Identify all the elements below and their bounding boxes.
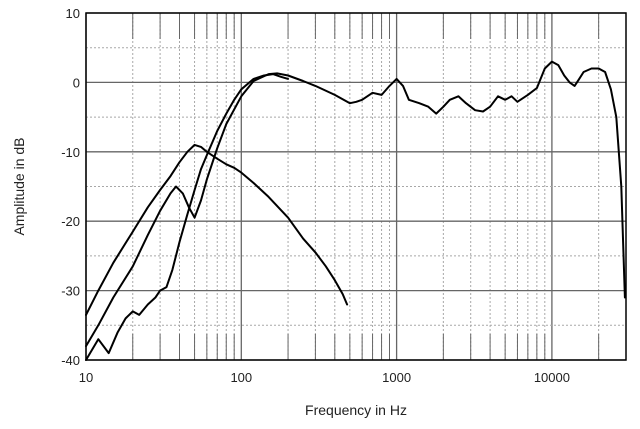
series-layer [85,60,626,361]
y-tick-label: -40 [61,353,80,368]
y-tick-label: -10 [61,145,80,160]
y-axis-label: Amplitude in dB [11,137,27,235]
grid-layer [85,12,627,361]
x-tick-label: 10 [79,370,93,385]
y-tick-label: -20 [61,214,80,229]
plot-frame [85,12,627,361]
x-tick-label: 100 [230,370,252,385]
series-line-3 [85,73,290,361]
x-tick-label: 1000 [382,370,411,385]
y-tick-label: 0 [73,75,80,90]
series-line-2 [85,60,626,348]
y-tick-label: 10 [66,6,80,21]
y-tick-label: -30 [61,284,80,299]
series-line-1 [85,143,349,316]
x-axis-label: Frequency in Hz [305,402,407,418]
x-tick-label: 10000 [534,370,570,385]
